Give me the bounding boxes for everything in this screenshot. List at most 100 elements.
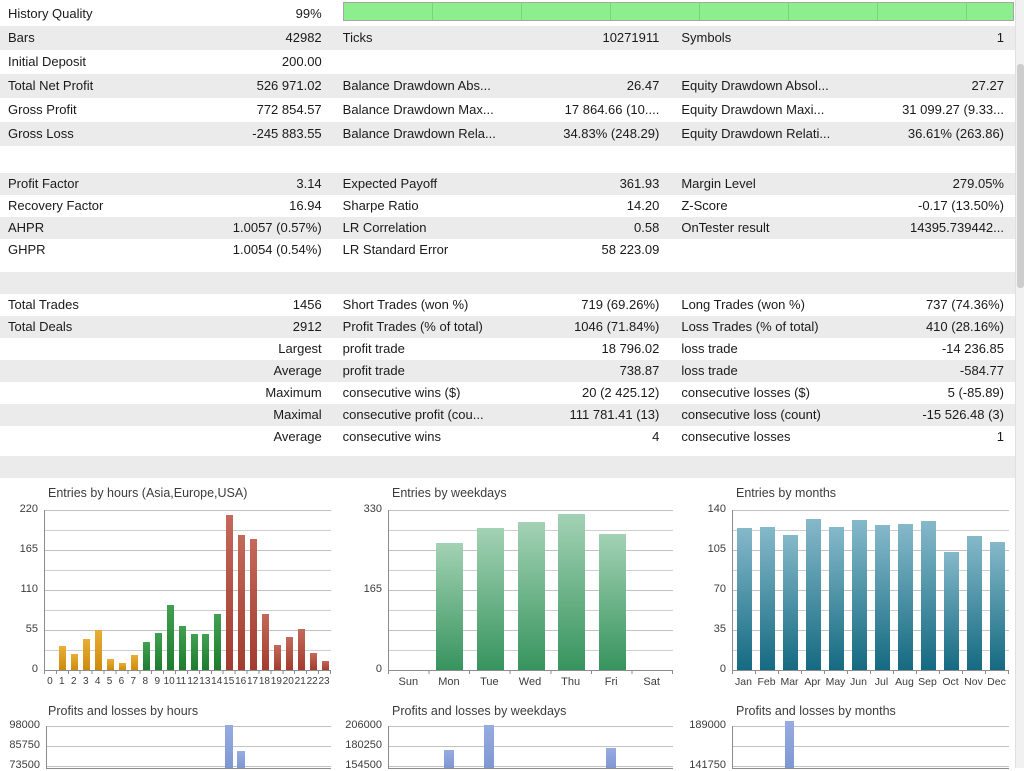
- stat-label: Equity Drawdown Relati...: [681, 122, 886, 146]
- y-axis-label: 206000: [344, 719, 382, 731]
- gridline: [389, 746, 673, 747]
- vertical-scrollbar[interactable]: [1015, 0, 1024, 768]
- scrollbar-thumb[interactable]: [1017, 64, 1024, 288]
- stat-label: loss trade: [681, 338, 886, 360]
- bar-Jun: [852, 520, 867, 670]
- bar-Mar: [785, 721, 794, 768]
- chart-plot: [44, 510, 331, 671]
- stat-value: 14.20: [542, 195, 681, 217]
- x-axis-label: Thu: [548, 676, 593, 688]
- bar-8: [143, 642, 150, 670]
- gridline: [733, 510, 1009, 511]
- stat-value: [542, 50, 681, 74]
- gridline: [733, 746, 1009, 747]
- stat-label: Gross Profit: [0, 98, 168, 122]
- bar-Jan: [737, 528, 752, 670]
- stat-label: consecutive losses ($): [681, 382, 886, 404]
- x-axis-label: Tue: [467, 676, 512, 688]
- table-row: Largestprofit trade18 796.02loss trade-1…: [0, 338, 1015, 360]
- bar-20: [286, 637, 293, 670]
- chart-pl-by-hours: Profits and losses by hours9800085750735…: [0, 700, 336, 768]
- stat-value: 10271911: [542, 26, 681, 50]
- stat-label: [0, 426, 168, 448]
- bar-Mon: [436, 543, 463, 670]
- y-axis-label: 0: [0, 663, 38, 675]
- history-quality-progress-bar: [343, 2, 1014, 21]
- stat-label: Recovery Factor: [0, 195, 168, 217]
- stat-label: Expected Payoff: [343, 173, 543, 195]
- stat-label: [681, 50, 886, 74]
- stat-label: [0, 404, 168, 426]
- stat-label: OnTester result: [681, 217, 886, 239]
- stat-label: profit trade: [343, 360, 543, 382]
- stat-label: Total Trades: [0, 294, 168, 316]
- stat-label: Equity Drawdown Maxi...: [681, 98, 886, 122]
- bar-23: [322, 661, 329, 670]
- y-axis-label: 55: [0, 623, 38, 635]
- gridline: [45, 550, 331, 551]
- y-axis-label: 154500: [344, 759, 382, 771]
- gridline: [45, 570, 331, 571]
- chart-title: Entries by hours (Asia,Europe,USA): [48, 486, 247, 500]
- stat-label: Symbols: [681, 26, 886, 50]
- y-axis-label: 141750: [688, 759, 726, 771]
- gridline: [47, 726, 331, 727]
- bar-18: [262, 614, 269, 670]
- stat-value: 31 099.27 (9.33...: [886, 98, 1015, 122]
- table-row: Initial Deposit200.00: [0, 50, 1015, 74]
- stat-value: 3.14: [168, 173, 343, 195]
- stat-label: consecutive profit (cou...: [343, 404, 543, 426]
- bar-Dec: [990, 542, 1005, 670]
- bar-6: [119, 663, 126, 670]
- bar-21: [298, 629, 305, 670]
- stat-label: Gross Loss: [0, 122, 168, 146]
- stat-value: -14 236.85: [886, 338, 1015, 360]
- stat-label: Balance Drawdown Rela...: [343, 122, 543, 146]
- x-axis-label: Wed: [508, 676, 553, 688]
- bar-Sep: [921, 521, 936, 670]
- chart-title: Profits and losses by weekdays: [392, 704, 566, 718]
- chart-plot: [388, 510, 673, 671]
- bar-Wed: [518, 522, 545, 670]
- bar-Nov: [967, 536, 982, 670]
- bar-11: [179, 626, 186, 670]
- stat-value: 1456: [168, 294, 343, 316]
- table-row: Averageprofit trade738.87loss trade-584.…: [0, 360, 1015, 382]
- empty-row: [0, 272, 1015, 294]
- bar-May: [829, 527, 844, 670]
- stat-label: consecutive loss (count): [681, 404, 886, 426]
- table-row: Total Net Profit526 971.02Balance Drawdo…: [0, 74, 1015, 98]
- stat-label: [681, 239, 886, 261]
- chart-pl-by-weekdays: Profits and losses by weekdays2060001802…: [344, 700, 680, 768]
- bar-Fri: [606, 748, 616, 768]
- table-row: Maximalconsecutive profit (cou...111 781…: [0, 404, 1015, 426]
- stat-value: Largest: [168, 338, 343, 360]
- gridline: [45, 630, 331, 631]
- stat-label: Short Trades (won %): [343, 294, 543, 316]
- bar-Thu: [558, 514, 585, 670]
- stat-value: -245 883.55: [168, 122, 343, 146]
- table-row: Total Deals2912Profit Trades (% of total…: [0, 316, 1015, 338]
- bar-22: [310, 653, 317, 670]
- chart-title: Entries by weekdays: [392, 486, 507, 500]
- stat-value: 526 971.02: [168, 74, 343, 98]
- stats-table: History Quality99%Bars42982Ticks10271911…: [0, 0, 1015, 478]
- bar-13: [202, 634, 209, 670]
- chart-plot: [46, 726, 331, 769]
- stat-label: Loss Trades (% of total): [681, 316, 886, 338]
- stat-label: loss trade: [681, 360, 886, 382]
- stat-value: 34.83% (248.29): [542, 122, 681, 146]
- table-row: Gross Profit772 854.57Balance Drawdown M…: [0, 98, 1015, 122]
- y-axis-label: 85750: [2, 739, 40, 751]
- bar-Fri: [599, 534, 626, 670]
- chart-entries-by-hours: Entries by hours (Asia,Europe,USA)055110…: [0, 482, 336, 696]
- chart-pl-by-months: Profits and losses by months189000141750: [688, 700, 1024, 768]
- stat-label: [0, 382, 168, 404]
- bar-15: [225, 725, 233, 768]
- table-row: Total Trades1456Short Trades (won %)719 …: [0, 294, 1015, 316]
- stat-label: Sharpe Ratio: [343, 195, 543, 217]
- x-axis-label: Dec: [983, 676, 1010, 688]
- x-axis-label: Fri: [589, 676, 634, 688]
- bar-3: [83, 639, 90, 670]
- y-axis-label: 220: [0, 503, 38, 515]
